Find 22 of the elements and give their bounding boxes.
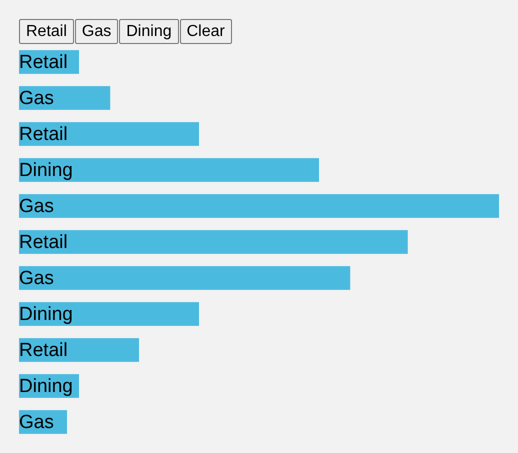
bar — [19, 302, 199, 326]
bar — [19, 158, 319, 182]
y-tick-label: Gas — [19, 88, 54, 110]
y-tick-label: Retail — [19, 124, 68, 146]
y-tick-label: Gas — [19, 196, 54, 218]
y-tick-label: Retail — [19, 232, 68, 254]
text: Clear — [180, 19, 232, 44]
bar — [19, 86, 110, 110]
bar — [19, 266, 350, 290]
y-tick-label: Retail — [19, 52, 68, 74]
y-tick-label: Dining — [19, 160, 73, 182]
bar — [19, 122, 199, 146]
bar — [19, 230, 408, 254]
bar — [19, 338, 139, 362]
text: Dining — [119, 19, 179, 44]
y-tick-label: Dining — [19, 304, 73, 326]
y-tick-label: Gas — [19, 268, 54, 290]
y-tick-label: Gas — [19, 412, 54, 434]
text: Gas — [74, 19, 118, 44]
bar — [19, 194, 499, 218]
y-tick-label: Retail — [19, 340, 68, 362]
y-tick-label: Dining — [19, 376, 73, 398]
